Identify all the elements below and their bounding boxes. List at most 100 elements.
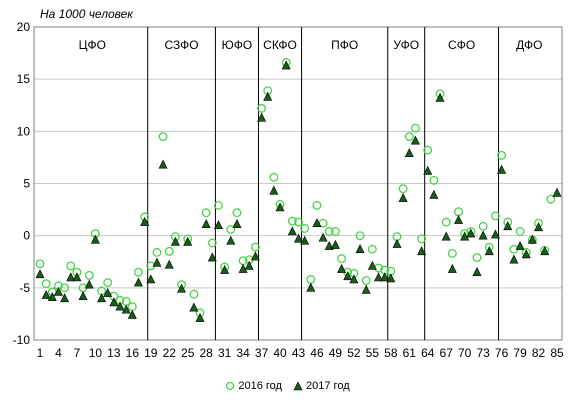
point-2016 bbox=[330, 227, 340, 236]
point-2016 bbox=[207, 238, 217, 248]
circle-marker-icon bbox=[226, 381, 235, 391]
point-2016 bbox=[300, 223, 310, 233]
point-2017 bbox=[367, 260, 377, 270]
point-2017 bbox=[152, 257, 162, 267]
point-2017 bbox=[244, 260, 254, 270]
point-2016 bbox=[324, 227, 334, 236]
point-2017 bbox=[103, 287, 113, 297]
point-2016 bbox=[491, 211, 500, 221]
point-2017 bbox=[355, 244, 365, 254]
point-2016 bbox=[515, 227, 525, 236]
point-2017 bbox=[53, 286, 63, 296]
point-2016 bbox=[454, 207, 463, 217]
legend: 2016 год 2017 год bbox=[0, 380, 575, 394]
point-2017 bbox=[238, 263, 248, 273]
point-2016 bbox=[287, 216, 297, 226]
point-2017 bbox=[35, 269, 45, 279]
point-2016 bbox=[367, 244, 377, 254]
point-2016 bbox=[250, 242, 260, 252]
x-tick-label: 22 bbox=[163, 346, 177, 360]
point-2017 bbox=[121, 304, 131, 314]
point-2017 bbox=[275, 202, 285, 212]
point-2017 bbox=[484, 246, 494, 256]
point-2017 bbox=[140, 216, 150, 226]
point-2017 bbox=[306, 282, 316, 292]
x-tick-label: 4 bbox=[55, 346, 62, 360]
point-2016 bbox=[478, 221, 488, 231]
point-2017 bbox=[509, 254, 519, 264]
x-tick-label: 70 bbox=[458, 346, 472, 360]
legend-item-2017: 2017 год bbox=[293, 380, 350, 392]
x-tick-label: 16 bbox=[126, 346, 140, 360]
point-2017 bbox=[269, 185, 279, 195]
point-2017 bbox=[127, 309, 137, 319]
x-tick-label: 28 bbox=[199, 346, 213, 360]
point-2017 bbox=[497, 164, 507, 174]
point-2017 bbox=[330, 239, 340, 249]
point-2017 bbox=[429, 189, 439, 199]
point-2017 bbox=[170, 236, 180, 246]
point-2016 bbox=[441, 217, 451, 227]
district-label: СКФО bbox=[263, 38, 297, 52]
point-2017 bbox=[232, 219, 242, 228]
point-2017 bbox=[503, 221, 513, 231]
point-2017 bbox=[466, 228, 476, 238]
legend-label-2017: 2017 год bbox=[306, 380, 350, 392]
point-2016 bbox=[66, 261, 76, 271]
point-2017 bbox=[478, 230, 488, 240]
point-2017 bbox=[343, 271, 353, 281]
legend-item-2016: 2016 год bbox=[225, 380, 282, 392]
x-tick-label: 76 bbox=[495, 346, 509, 360]
point-2017 bbox=[164, 259, 174, 269]
point-2017 bbox=[214, 220, 223, 230]
point-2016 bbox=[410, 123, 420, 133]
point-2016 bbox=[404, 132, 414, 141]
point-2017 bbox=[540, 246, 550, 256]
x-tick-label: 13 bbox=[107, 346, 121, 360]
point-2017 bbox=[324, 240, 334, 250]
point-2017 bbox=[189, 302, 199, 312]
point-2017 bbox=[337, 263, 347, 273]
point-2016 bbox=[60, 283, 70, 293]
point-2017 bbox=[312, 217, 322, 227]
point-2017 bbox=[146, 274, 156, 284]
point-2017 bbox=[220, 264, 230, 274]
y-unit-label: На 1000 человек bbox=[40, 7, 133, 21]
y-tick-label: 0 bbox=[23, 229, 30, 243]
point-2017 bbox=[133, 277, 143, 287]
point-2017 bbox=[447, 263, 457, 273]
plot-frame bbox=[33, 26, 563, 341]
x-tick-label: 79 bbox=[513, 346, 527, 360]
point-2016 bbox=[201, 208, 211, 218]
district-label: СЗФО bbox=[165, 38, 199, 52]
point-2017 bbox=[534, 222, 544, 232]
y-tick-label: 5 bbox=[23, 177, 30, 191]
point-2017 bbox=[435, 92, 445, 102]
point-2017 bbox=[72, 272, 82, 282]
point-2017 bbox=[287, 226, 297, 236]
point-2016 bbox=[35, 259, 45, 269]
x-tick-label: 64 bbox=[421, 346, 435, 360]
point-2017 bbox=[250, 251, 260, 261]
point-2016 bbox=[306, 275, 316, 284]
x-tick-label: 31 bbox=[218, 346, 232, 360]
point-2017 bbox=[515, 240, 525, 250]
point-2017 bbox=[392, 238, 402, 248]
point-2017 bbox=[97, 293, 107, 303]
point-2016 bbox=[429, 175, 439, 185]
point-2017 bbox=[380, 272, 390, 282]
x-tick-label: 55 bbox=[366, 346, 380, 360]
district-label: ПФО bbox=[331, 38, 358, 52]
x-tick-label: 19 bbox=[144, 346, 158, 360]
point-2016 bbox=[127, 302, 137, 312]
x-tick-label: 37 bbox=[255, 346, 269, 360]
point-2017 bbox=[158, 159, 168, 169]
point-2017 bbox=[281, 60, 291, 70]
point-2017 bbox=[47, 292, 57, 302]
x-tick-label: 1 bbox=[37, 346, 44, 360]
point-2017 bbox=[441, 231, 451, 241]
point-2017 bbox=[490, 229, 500, 239]
y-tick-label: -5 bbox=[19, 281, 30, 295]
point-2017 bbox=[84, 279, 94, 289]
